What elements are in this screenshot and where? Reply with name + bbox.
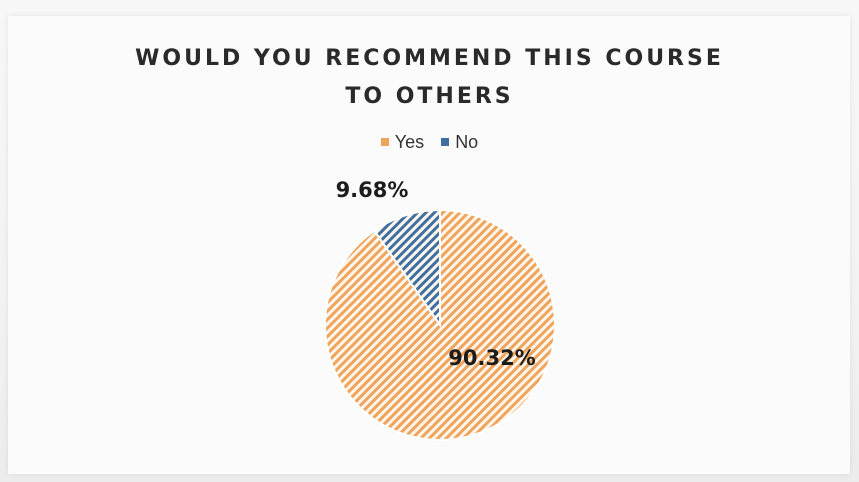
legend-label-no: No bbox=[455, 131, 479, 152]
legend-swatch-yes bbox=[380, 138, 389, 146]
data-label-no: 9.68% bbox=[336, 178, 409, 202]
legend-item-yes: Yes bbox=[380, 131, 425, 153]
legend-item-no: No bbox=[441, 132, 478, 153]
pie-slice-no bbox=[372, 208, 441, 329]
legend-label-yes: Yes bbox=[394, 131, 425, 152]
data-label-yes: 90.32% bbox=[448, 346, 535, 370]
chart-title: WOULD YOU RECOMMEND THIS COURSE TO OTHER… bbox=[0, 40, 859, 116]
legend-swatch-no bbox=[441, 138, 450, 146]
chart-title-line-2: TO OTHERS bbox=[345, 84, 514, 109]
chart-legend: Yes No bbox=[0, 131, 859, 153]
chart-title-line-1: WOULD YOU RECOMMEND THIS COURSE bbox=[135, 46, 724, 71]
